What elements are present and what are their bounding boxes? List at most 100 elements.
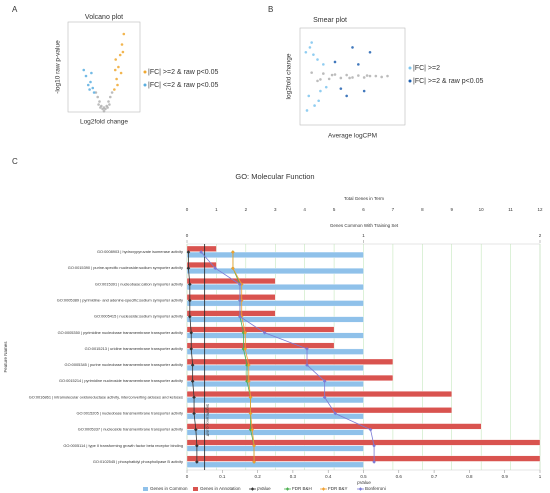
bar (186, 316, 364, 323)
line-point (231, 266, 235, 271)
top-tick-label: 1 (215, 207, 218, 212)
line-point (186, 250, 191, 254)
top-tick-label: 12 (537, 207, 543, 212)
point (368, 50, 372, 54)
point (312, 53, 315, 56)
legend-label: Genes in Common (150, 486, 188, 491)
line-point (322, 379, 327, 384)
bar (186, 423, 482, 430)
bottom-tick-label: 0.9 (502, 474, 509, 479)
chart-title: GO: Molecular Function (235, 172, 314, 181)
point (324, 85, 328, 89)
y-axis-label: -log10 raw p-value (55, 40, 62, 94)
top-tick-label: 9 (450, 207, 453, 212)
top-tick-label: 7 (392, 207, 395, 212)
line-point (186, 266, 191, 271)
point (333, 73, 337, 76)
point (107, 100, 110, 103)
category-label: GO:0016861 | intramolecular oxidoreducta… (29, 394, 183, 399)
point (113, 88, 116, 91)
point (345, 94, 348, 98)
point (307, 94, 311, 98)
point (319, 89, 322, 93)
top-axis2-label: Genes Common With Training Set (330, 223, 399, 228)
bar (186, 461, 364, 468)
bottom-tick-label: 0.6 (396, 474, 403, 479)
bottom-tick-label: 0 (186, 474, 189, 479)
category-label: GO:0015391 | nucleobase:cation symporter… (95, 281, 183, 286)
point (330, 73, 334, 77)
category-label: GO:0015390 | purine-specific nucleoside:… (68, 265, 183, 270)
category-label: GO:0005350 | pyrimidine nucleobase trans… (58, 330, 183, 335)
bar (186, 445, 364, 452)
point (380, 75, 383, 79)
line-point (305, 347, 309, 351)
bar (186, 332, 364, 339)
line-point (322, 395, 327, 400)
line-point (246, 363, 251, 367)
point (351, 76, 354, 79)
category-label: GO:0008903 | hydroxypyruvate isomerase a… (97, 249, 183, 254)
point (357, 63, 360, 66)
point (113, 68, 117, 72)
bar (186, 342, 335, 349)
point (308, 46, 312, 49)
line-point (231, 250, 235, 254)
line-point (248, 411, 253, 416)
line-point (190, 379, 195, 384)
top2-tick-label: 2 (539, 233, 542, 238)
bar (186, 429, 364, 436)
legend-swatch (408, 66, 412, 70)
point (97, 103, 100, 106)
point (348, 76, 351, 80)
chart-title: Smear plot (313, 17, 347, 24)
line-point (213, 266, 218, 271)
point (316, 79, 319, 83)
legend-marker (321, 487, 326, 491)
bar (186, 455, 541, 462)
line-point (372, 443, 376, 448)
panel-letter: C (12, 157, 18, 166)
point (362, 76, 366, 79)
legend-label: |FC| >=2 & raw p<0.05 (148, 69, 218, 76)
legend-marker (285, 487, 290, 491)
point (122, 32, 126, 36)
top-tick-label: 11 (508, 207, 513, 212)
point (88, 88, 91, 91)
point (99, 106, 102, 109)
top-axis-label: Total Genes in Term (344, 196, 384, 201)
line-point (238, 298, 242, 303)
bar (186, 326, 335, 333)
bottom-tick-label: 0.3 (290, 474, 297, 479)
point (357, 74, 360, 77)
plot-area (67, 21, 141, 113)
top2-tick-label: 0 (186, 233, 189, 238)
chart-title: Volcano plot (85, 14, 123, 21)
top-tick-label: 6 (362, 207, 365, 212)
line-point (194, 427, 198, 432)
legend-label: pValue (257, 486, 271, 491)
bar (186, 391, 452, 398)
category-label: GO:0005337 | nucleoside transmembrane tr… (78, 427, 183, 432)
bar (186, 407, 452, 414)
legend-label: |FC| >=2 & raw p<0.05 (413, 78, 483, 85)
point (316, 58, 319, 61)
bar (186, 284, 364, 291)
line-point (248, 395, 253, 400)
panel-letter: B (268, 5, 273, 14)
point (121, 50, 125, 54)
line (200, 251, 375, 462)
category-label: GO:0015213 | uridine transmembrane trans… (85, 346, 183, 351)
line (232, 252, 255, 462)
x-axis-label: Log2fold change (80, 119, 128, 126)
point (120, 43, 124, 46)
top2-tick-label: 1 (362, 233, 365, 238)
point (304, 50, 308, 54)
bottom-tick-label: 0.1 (219, 474, 226, 479)
legend-swatch (193, 487, 198, 491)
line-point (250, 427, 255, 432)
legend-swatch (143, 70, 147, 74)
cutoff-label: Significance cutoff (206, 404, 211, 437)
point (368, 74, 372, 78)
line-point (372, 460, 376, 464)
